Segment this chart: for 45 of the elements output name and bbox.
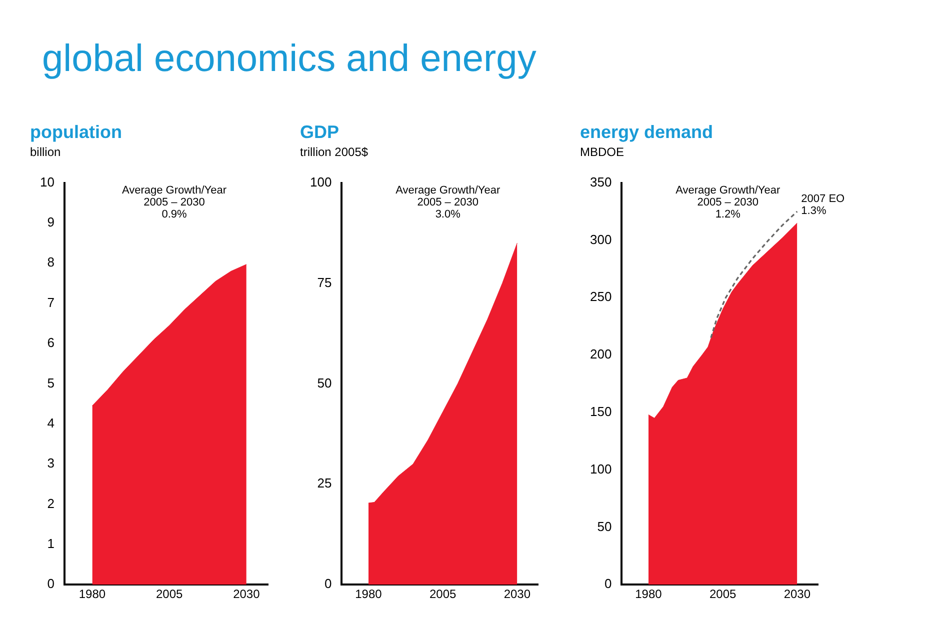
y-tick-label: 3	[47, 456, 54, 471]
x-tick-label: 2005	[429, 587, 456, 602]
y-tick-label: 7	[47, 294, 54, 310]
x-tick-label: 2005	[709, 587, 736, 602]
annotation: Average Growth/Year 2005 – 2030 0.9%	[122, 184, 227, 220]
y-tick-label: 0	[604, 576, 612, 592]
y-tick-label: 5	[47, 375, 54, 390]
x-tick-label: 2005	[156, 587, 183, 602]
y-tick-label: 150	[590, 404, 612, 419]
annotation: 2007 EO 1.3%	[801, 193, 846, 218]
y-tick-label: 350	[590, 174, 612, 190]
y-tick-label: 6	[47, 335, 54, 350]
y-axis-title: MBDOE	[580, 145, 626, 159]
x-tick-label: 1980	[78, 587, 106, 602]
y-tick-label: 9	[47, 214, 54, 230]
y-tick-label: 1	[47, 536, 54, 551]
y-tick-label: 2	[47, 496, 54, 511]
x-tick-label: 1980	[635, 587, 662, 602]
text: global economics and energy	[42, 38, 536, 81]
x-tick-label: 1980	[355, 587, 382, 602]
y-tick-label: 50	[317, 375, 332, 390]
y-tick-label: 75	[317, 274, 332, 290]
y-tick-label: 200	[590, 346, 612, 362]
y-tick-label: 8	[47, 254, 54, 270]
line-series	[710, 210, 798, 339]
y-tick-label: 25	[317, 476, 332, 491]
y-axis-title: billion	[30, 145, 61, 159]
annotation: Average Growth/Year 2005 – 2030 1.2%	[676, 184, 780, 220]
y-tick-label: 0	[324, 576, 332, 592]
y-tick-label: 100	[310, 174, 332, 190]
y-tick-label: 4	[47, 415, 54, 430]
chart-title: population	[30, 122, 122, 142]
chart-title: GDP	[300, 122, 340, 142]
chart-title: energy demand	[580, 122, 714, 143]
y-tick-label: 100	[590, 461, 612, 476]
y-tick-label: 50	[597, 518, 612, 534]
y-tick-label: 250	[590, 289, 612, 304]
y-tick-label: 10	[40, 174, 54, 190]
y-tick-label: 0	[47, 576, 54, 592]
x-tick-label: 2030	[784, 587, 811, 602]
annotation: Average Growth/Year 2005 – 2030 3.0%	[396, 184, 500, 220]
y-tick-label: 300	[590, 232, 612, 247]
x-tick-label: 2030	[504, 587, 531, 602]
x-tick-label: 2030	[233, 587, 260, 602]
y-axis-title: trillion 2005$	[300, 145, 368, 159]
